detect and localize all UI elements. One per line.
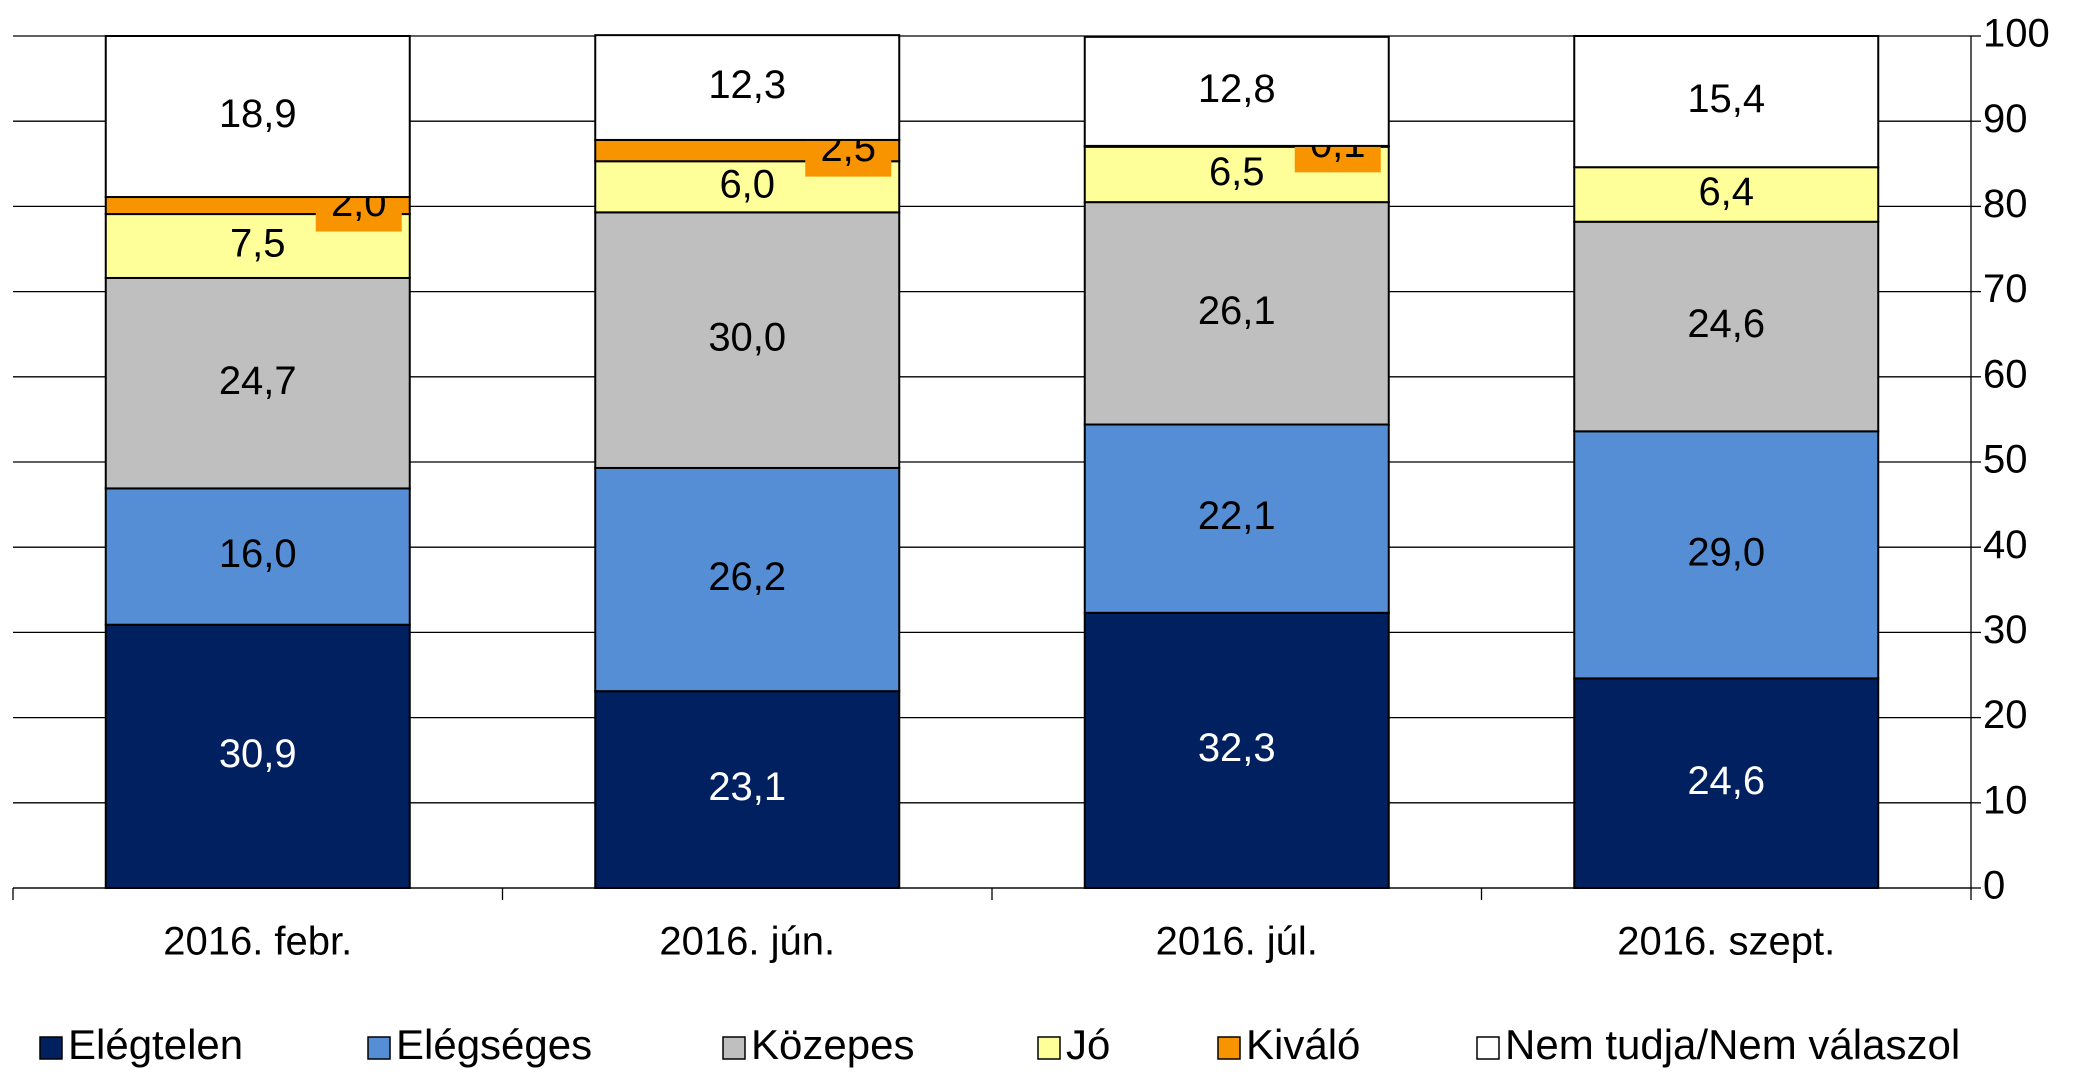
legend-swatch xyxy=(1476,1036,1500,1060)
y-tick-label: 40 xyxy=(1983,523,2028,567)
bar-segment xyxy=(1573,430,1880,680)
y-tick-label: 60 xyxy=(1983,352,2028,396)
bar-segment xyxy=(1083,423,1390,614)
bar-segment xyxy=(1573,166,1880,223)
y-tick-label: 20 xyxy=(1983,693,2028,737)
bar-segment xyxy=(1083,35,1390,147)
bar-segment xyxy=(1573,220,1880,433)
legend-swatch xyxy=(1037,1036,1061,1060)
bar-segment xyxy=(104,487,411,626)
y-tick-label: 30 xyxy=(1983,608,2028,652)
data-label: 6,5 xyxy=(1209,150,1265,194)
legend-label: Kiváló xyxy=(1246,1021,1360,1068)
data-label: 15,4 xyxy=(1687,77,1765,121)
legend-swatch xyxy=(367,1036,391,1060)
bar-segment xyxy=(594,466,901,693)
y-tick-label: 10 xyxy=(1983,778,2028,822)
data-label: 16,0 xyxy=(219,532,297,576)
data-label: 30,9 xyxy=(219,732,297,776)
data-label: 22,1 xyxy=(1198,494,1276,538)
x-tick-label: 2016. jún. xyxy=(659,920,835,964)
y-tick-label: 0 xyxy=(1983,864,2005,908)
data-label: 18,9 xyxy=(219,92,297,136)
data-label: 12,3 xyxy=(708,63,786,107)
data-label: 26,2 xyxy=(708,555,786,599)
x-tick-label: 2016. júl. xyxy=(1156,920,1318,964)
data-label: 32,3 xyxy=(1198,726,1276,770)
data-label: 29,0 xyxy=(1687,530,1765,574)
x-tick-label: 2016. szept. xyxy=(1617,920,1835,964)
bar-segment xyxy=(594,211,901,469)
data-label: 24,7 xyxy=(219,359,297,403)
bar-segment xyxy=(104,623,411,889)
bar-segment xyxy=(1083,611,1390,890)
legend-swatch xyxy=(1217,1036,1241,1060)
legend-label: Nem tudja/Nem válaszol xyxy=(1505,1021,1960,1068)
y-tick-label: 90 xyxy=(1983,97,2028,141)
legend-swatch xyxy=(39,1036,63,1060)
data-label: 7,5 xyxy=(230,222,286,266)
data-label: 24,6 xyxy=(1687,759,1765,803)
y-tick-label: 50 xyxy=(1983,438,2028,482)
legend-label: Jó xyxy=(1066,1021,1110,1068)
legend-label: Elégtelen xyxy=(68,1021,243,1068)
bar-segment xyxy=(1573,35,1880,169)
legend-label: Közepes xyxy=(751,1021,914,1068)
data-label: 23,1 xyxy=(708,765,786,809)
bar-segment xyxy=(104,276,411,490)
bar-segment xyxy=(104,35,411,199)
x-tick-label: 2016. febr. xyxy=(163,920,352,964)
y-tick-label: 70 xyxy=(1983,267,2028,311)
bar-segment xyxy=(594,34,901,141)
y-tick-label: 80 xyxy=(1983,182,2028,226)
legend-swatch xyxy=(722,1036,746,1060)
y-tick-label: 100 xyxy=(1983,12,2050,56)
data-label: 26,1 xyxy=(1198,289,1276,333)
data-label: 12,8 xyxy=(1198,67,1276,111)
bar-segment xyxy=(594,690,901,889)
data-label: 24,6 xyxy=(1687,302,1765,346)
data-label: 6,0 xyxy=(719,162,775,206)
data-label: 30,0 xyxy=(708,316,786,360)
legend-label: Elégséges xyxy=(396,1021,592,1068)
bar-segment xyxy=(1083,201,1390,426)
data-label: 6,4 xyxy=(1698,170,1754,214)
